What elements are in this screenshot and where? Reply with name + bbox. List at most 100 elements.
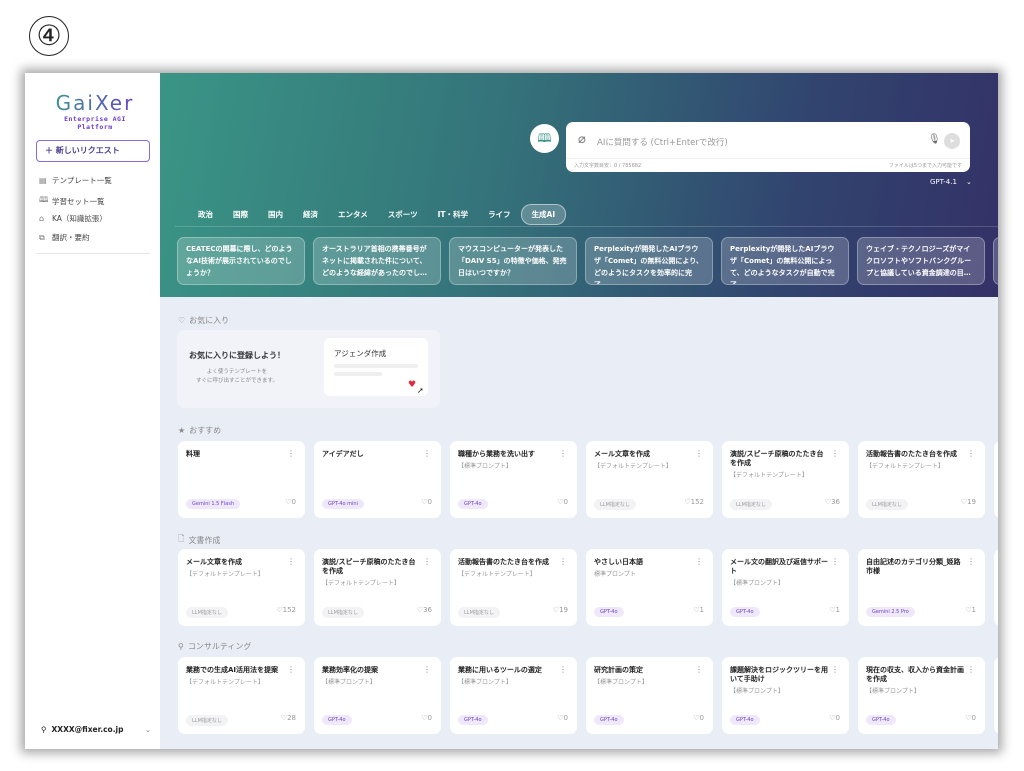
- news-question-card[interactable]: CEATECの開幕に際し、どのようなAI技術が展示されているのでしょうか？: [177, 237, 305, 285]
- tab-8[interactable]: 生成AI: [520, 204, 567, 225]
- like-button[interactable]: ♡28: [281, 714, 296, 722]
- news-question-card[interactable]: Perplexityが開発したAIブラウザ「Comet」の無料公開によって、どの…: [721, 237, 849, 285]
- tab-2[interactable]: 国内: [268, 210, 283, 219]
- like-button[interactable]: ♡0: [557, 714, 568, 722]
- logo-text: GaiXer: [45, 91, 145, 115]
- template-card[interactable]: 現在の収支、収入から資金計画を作成 【標準プロンプト】 ⋮ GPT-4o ♡0: [858, 657, 985, 734]
- like-button[interactable]: ♡152: [684, 498, 704, 506]
- model-tag: LLM指定なし: [458, 607, 500, 618]
- like-button[interactable]: ♡0: [829, 714, 840, 722]
- book-icon[interactable]: 🕮: [530, 124, 559, 153]
- attach-icon[interactable]: ⌀: [578, 132, 586, 147]
- card-title-text: 演説/スピーチ原稿のたたき台を作成: [730, 450, 824, 467]
- template-card[interactable]: [994, 441, 998, 518]
- like-button[interactable]: ♡0: [557, 498, 568, 506]
- template-card[interactable]: 演説/スピーチ原稿のたたき台を作成 【デフォルトテンプレート】 ⋮ LLM指定なし ♡3…: [314, 549, 441, 626]
- like-button[interactable]: ♡1: [693, 606, 704, 614]
- card-title: 研究計画の策定 【標準プロンプト】: [594, 666, 694, 687]
- card-title-text: 活動報告書のたたき台を作成: [458, 558, 549, 566]
- user-menu[interactable]: ⚲ XXXX@fixer.co.jp ⌄: [41, 725, 151, 734]
- model-selector[interactable]: GPT-4.1 ⌄: [930, 178, 972, 186]
- more-options-icon[interactable]: ⋮: [559, 557, 567, 566]
- card-subtitle: 【デフォルトテンプレート】: [594, 463, 672, 470]
- more-options-icon[interactable]: ⋮: [967, 665, 975, 674]
- logo[interactable]: GaiXer Enterprise AGI Platform: [45, 91, 145, 131]
- tab-0[interactable]: 政治: [198, 210, 213, 219]
- favorites-subtitle: よく使うテンプレートを すぐに呼び出すことができます。: [187, 368, 287, 386]
- more-options-icon[interactable]: ⋮: [287, 665, 295, 674]
- template-card[interactable]: 業務に用いるツールの選定 【標準プロンプト】 ⋮ GPT-4o ♡0: [450, 657, 577, 734]
- sidebar-item[interactable]: ▤ テンプレート一覧: [39, 175, 112, 186]
- like-button[interactable]: ♡1: [829, 606, 840, 614]
- like-button[interactable]: ♡0: [421, 714, 432, 722]
- template-card[interactable]: メール文章を作成 【デフォルトテンプレート】 ⋮ LLM指定なし ♡152: [586, 441, 713, 518]
- more-options-icon[interactable]: ⋮: [831, 665, 839, 674]
- template-card[interactable]: 業務での生成AI活用法を提案 【デフォルトテンプレート】 ⋮ LLM指定なし ♡28: [178, 657, 305, 734]
- send-button[interactable]: ➤: [944, 133, 960, 149]
- news-tabs: 政治 国際 国内 経済 エンタメ スポーツ IT・科学 ライフ 生成AI: [188, 204, 567, 225]
- more-options-icon[interactable]: ⋮: [287, 557, 295, 566]
- card-title: 演説/スピーチ原稿のたたき台を作成 【デフォルトテンプレート】: [730, 450, 830, 480]
- like-button[interactable]: ♡36: [825, 498, 840, 506]
- more-options-icon[interactable]: ⋮: [967, 557, 975, 566]
- more-options-icon[interactable]: ⋮: [559, 665, 567, 674]
- more-options-icon[interactable]: ⋮: [695, 665, 703, 674]
- template-card[interactable]: 料理 ⋮ Gemini 1.5 Flash ♡0: [178, 441, 305, 518]
- template-card[interactable]: アイデアだし ⋮ GPT-4o mini ♡0: [314, 441, 441, 518]
- more-options-icon[interactable]: ⋮: [423, 557, 431, 566]
- more-options-icon[interactable]: ⋮: [423, 665, 431, 674]
- tab-7[interactable]: ライフ: [488, 210, 511, 219]
- tab-6[interactable]: IT・科学: [437, 210, 469, 219]
- tab-3[interactable]: 経済: [303, 210, 318, 219]
- template-card[interactable]: 自由記述のカテゴリ分類_姫路市様 ⋮ Gemini 2.5 Pro ♡1: [858, 549, 985, 626]
- template-card[interactable]: やさしい日本語 標準プロンプト ⋮ GPT-4o ♡1: [586, 549, 713, 626]
- like-count: 152: [690, 498, 704, 506]
- template-card[interactable]: [994, 549, 998, 626]
- search-input[interactable]: AIに質問する (Ctrl+Enterで改行): [597, 138, 728, 148]
- microphone-icon[interactable]: 🎙: [928, 134, 941, 145]
- like-button[interactable]: ♡19: [961, 498, 976, 506]
- like-button[interactable]: ♡0: [693, 714, 704, 722]
- template-card[interactable]: 課題解決をロジックツリーを用いて手助け 【標準プロンプト】 ⋮ GPT-4o ♡0: [722, 657, 849, 734]
- news-question-card[interactable]: マウスコンピューターが発表した「DAIV S5」の特徴や価格、発売日はいつですか…: [449, 237, 577, 285]
- template-card[interactable]: [994, 657, 998, 734]
- tab-4[interactable]: エンタメ: [338, 210, 368, 219]
- template-card[interactable]: 活動報告書のたたき台を作成 【デフォルトテンプレート】 ⋮ LLM指定なし ♡19: [450, 549, 577, 626]
- like-button[interactable]: ♡1: [965, 606, 976, 614]
- like-button[interactable]: ♡0: [421, 498, 432, 506]
- template-card[interactable]: メール文章を作成 【デフォルトテンプレート】 ⋮ LLM指定なし ♡152: [178, 549, 305, 626]
- like-button[interactable]: ♡152: [276, 606, 296, 614]
- search-box[interactable]: ⌀ AIに質問する (Ctrl+Enterで改行) 🎙 ➤ 入力文字数目安：0 …: [566, 122, 970, 172]
- like-button[interactable]: ♡19: [553, 606, 568, 614]
- sidebar-item[interactable]: ⌂ KA（知識拡張）: [39, 213, 107, 224]
- like-button[interactable]: ♡0: [285, 498, 296, 506]
- template-card[interactable]: 業務効率化の提案 【標準プロンプト】 ⋮ GPT-4o ♡0: [314, 657, 441, 734]
- template-card[interactable]: 演説/スピーチ原稿のたたき台を作成 【デフォルトテンプレート】 ⋮ LLM指定なし ♡3…: [722, 441, 849, 518]
- like-button[interactable]: ♡36: [417, 606, 432, 614]
- template-card[interactable]: 職種から業務を洗い出す 【標準プロンプト】 ⋮ GPT-4o ♡0: [450, 441, 577, 518]
- news-question-card[interactable]: [993, 237, 998, 285]
- sidebar-item[interactable]: 🕮 学習セット一覧: [39, 194, 105, 208]
- like-count: 0: [699, 714, 704, 722]
- more-options-icon[interactable]: ⋮: [831, 449, 839, 458]
- news-question-card[interactable]: オーストラリア首相の携帯番号がネットに掲載された件について、どのような経緯があっ…: [313, 237, 441, 285]
- template-card[interactable]: メール文の翻訳及び返信サポート 【標準プロンプト】 ⋮ GPT-4o ♡1: [722, 549, 849, 626]
- more-options-icon[interactable]: ⋮: [423, 449, 431, 458]
- sidebar-item[interactable]: ⧉ 翻訳・要約: [39, 232, 90, 243]
- template-card[interactable]: 活動報告書のたたき台を作成 【デフォルトテンプレート】 ⋮ LLM指定なし ♡19: [858, 441, 985, 518]
- news-question-card[interactable]: ウェイブ・テクノロジーズがマイクロソフトやソフトバンクグループと協議している資金…: [857, 237, 985, 285]
- placeholder-line: [334, 372, 382, 376]
- more-options-icon[interactable]: ⋮: [695, 449, 703, 458]
- new-request-button[interactable]: ＋ 新しいリクエスト: [36, 140, 150, 162]
- more-options-icon[interactable]: ⋮: [695, 557, 703, 566]
- like-button[interactable]: ♡0: [965, 714, 976, 722]
- tab-1[interactable]: 国際: [233, 210, 248, 219]
- heart-filled-icon: ♥: [408, 380, 417, 390]
- template-card[interactable]: 研究計画の策定 【標準プロンプト】 ⋮ GPT-4o ♡0: [586, 657, 713, 734]
- tab-5[interactable]: スポーツ: [387, 210, 418, 219]
- more-options-icon[interactable]: ⋮: [831, 557, 839, 566]
- more-options-icon[interactable]: ⋮: [287, 449, 295, 458]
- news-question-card[interactable]: Perplexityが開発したAIブラウザ「Comet」の無料公開により、どのよ…: [585, 237, 713, 285]
- more-options-icon[interactable]: ⋮: [559, 449, 567, 458]
- more-options-icon[interactable]: ⋮: [967, 449, 975, 458]
